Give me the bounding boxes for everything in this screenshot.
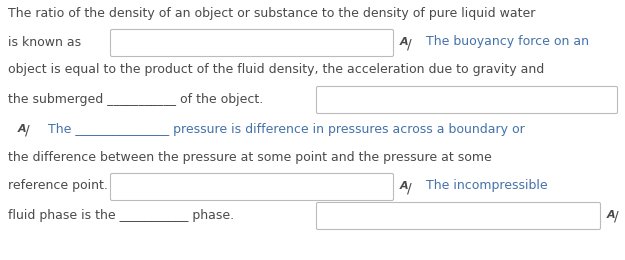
Text: The buoyancy force on an: The buoyancy force on an — [418, 36, 589, 49]
FancyBboxPatch shape — [111, 29, 394, 56]
Text: fluid phase is the ___________ phase.: fluid phase is the ___________ phase. — [8, 209, 234, 222]
Text: /: / — [407, 37, 412, 51]
Text: /: / — [614, 210, 619, 224]
Text: is known as: is known as — [8, 36, 81, 49]
Text: The _______________ pressure is difference in pressures across a boundary or: The _______________ pressure is differen… — [40, 122, 525, 135]
Text: A: A — [400, 181, 409, 191]
Text: The incompressible: The incompressible — [418, 179, 548, 192]
FancyBboxPatch shape — [316, 87, 618, 114]
FancyBboxPatch shape — [316, 203, 601, 230]
Text: the difference between the pressure at some point and the pressure at some: the difference between the pressure at s… — [8, 151, 492, 164]
Text: The ratio of the density of an object or substance to the density of pure liquid: The ratio of the density of an object or… — [8, 8, 536, 21]
FancyBboxPatch shape — [111, 173, 394, 200]
Text: A: A — [18, 124, 27, 134]
Text: object is equal to the product of the fluid density, the acceleration due to gra: object is equal to the product of the fl… — [8, 63, 544, 76]
Text: /: / — [25, 124, 29, 138]
Text: A: A — [400, 37, 409, 47]
Text: /: / — [407, 181, 412, 195]
Text: the submerged ___________ of the object.: the submerged ___________ of the object. — [8, 93, 263, 106]
Text: A: A — [607, 210, 616, 220]
Text: reference point.: reference point. — [8, 179, 108, 192]
